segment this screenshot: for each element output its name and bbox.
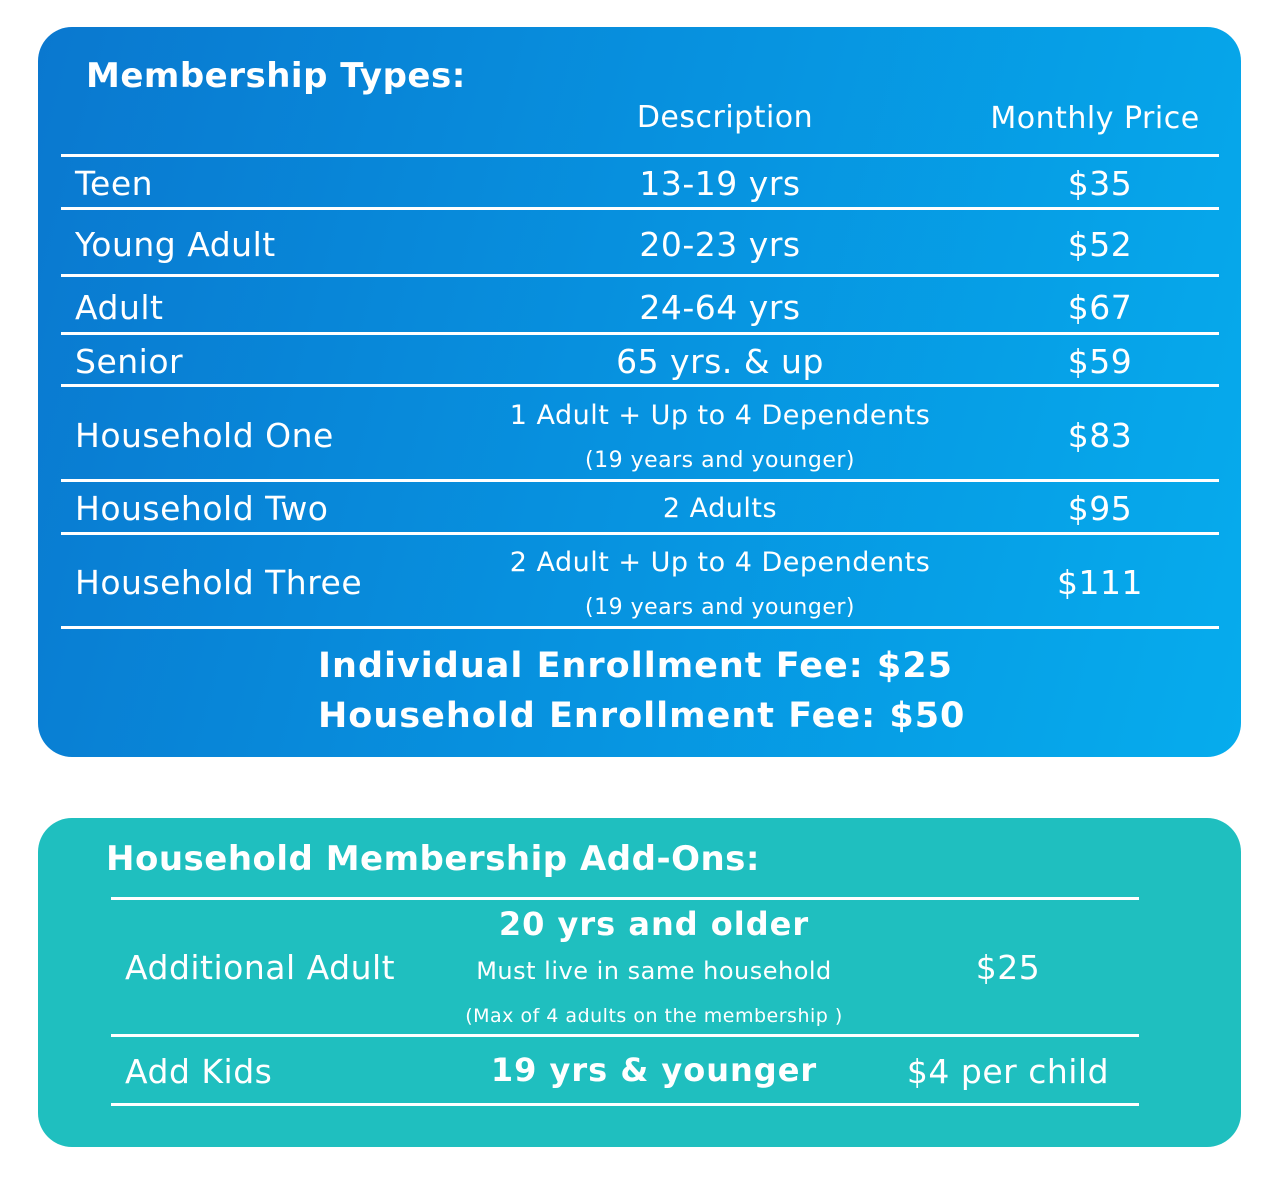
membership-description-note: (19 years and younger) [585,595,855,620]
membership-name: Household Two [75,489,329,528]
membership-description: 20-23 yrs [639,225,801,264]
table-divider [61,384,1219,387]
table-divider [111,1103,1139,1106]
membership-types-title: Membership Types: [86,56,466,96]
membership-description: 24-64 yrs [639,288,801,327]
membership-description: 2 Adult + Up to 4 Dependents [509,547,931,578]
table-divider [61,532,1219,535]
table-divider [61,207,1219,210]
membership-name: Household One [75,416,334,455]
membership-price: $111 [1057,563,1143,602]
household-enrollment-fee: Household Enrollment Fee: $50 [318,696,966,736]
membership-price: $95 [1067,489,1133,528]
description-column-header: Description [636,100,814,135]
addon-name: Additional Adult [125,948,396,987]
monthly-price-column-header: Monthly Price [990,101,1200,136]
membership-price: $35 [1067,164,1133,203]
addon-description-note: (Max of 4 adults on the membership ) [465,1005,843,1027]
membership-name: Adult [75,288,164,327]
table-divider [111,897,1139,900]
membership-name: Teen [75,164,154,203]
table-divider [111,1034,1139,1037]
addon-description-detail: Must live in same household [476,957,832,985]
membership-price: $67 [1067,288,1133,327]
addons-panel [38,818,1241,1147]
table-divider [61,479,1219,482]
membership-types-panel [38,27,1241,757]
addon-price: $4 per child [906,1052,1110,1091]
table-divider [61,626,1219,629]
individual-enrollment-fee: Individual Enrollment Fee: $25 [318,646,953,686]
addon-description: 20 yrs and older [498,905,810,943]
membership-name: Household Three [75,563,363,602]
membership-price: $52 [1067,225,1133,264]
addon-description: 19 yrs & younger [490,1051,818,1089]
addon-price: $25 [975,948,1041,987]
addons-title: Household Membership Add-Ons: [106,839,761,879]
membership-description: 1 Adult + Up to 4 Dependents [509,400,931,431]
membership-description: 65 yrs. & up [616,342,824,381]
membership-description-note: (19 years and younger) [585,448,855,473]
membership-description: 13-19 yrs [639,164,801,203]
addon-name: Add Kids [125,1052,273,1091]
table-divider [61,274,1219,277]
table-divider [61,332,1219,335]
membership-name: Senior [75,342,184,381]
membership-description: 2 Adults [662,493,778,524]
membership-price: $59 [1067,342,1133,381]
membership-name: Young Adult [75,225,276,264]
membership-price: $83 [1067,416,1133,455]
table-divider [61,154,1219,157]
